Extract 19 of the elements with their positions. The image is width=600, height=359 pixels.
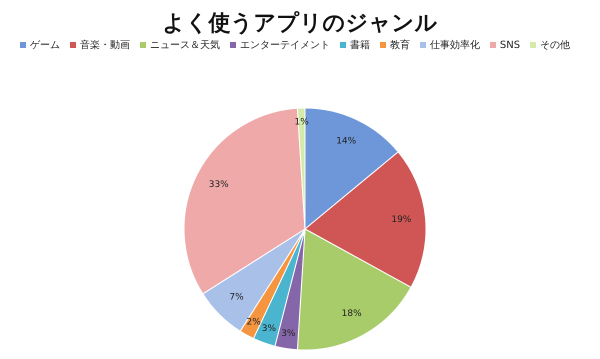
legend-label: SNS (500, 40, 520, 51)
data-label: 3% (281, 329, 296, 340)
chart-title: よく使うアプリのジャンル (162, 10, 438, 38)
data-label: 7% (229, 292, 244, 302)
legend-label: ニュース＆天気 (150, 40, 220, 51)
data-label: 3% (262, 324, 277, 334)
legend-label: 書籍 (350, 40, 370, 51)
legend-label: 音楽・動画 (80, 40, 130, 51)
data-label: 2% (246, 317, 262, 328)
data-label: 14% (336, 136, 357, 146)
legend-label: ゲーム (30, 40, 60, 51)
data-label: 33% (208, 180, 230, 190)
data-label: 19% (391, 214, 412, 225)
legend-label: 仕事効率化 (430, 40, 480, 51)
data-label: 1% (294, 118, 310, 128)
legend-label: エンターテイメント (240, 40, 330, 51)
legend-label: その他 (540, 40, 570, 51)
legend-label: 教育 (390, 40, 410, 51)
data-label: 18% (342, 308, 362, 319)
